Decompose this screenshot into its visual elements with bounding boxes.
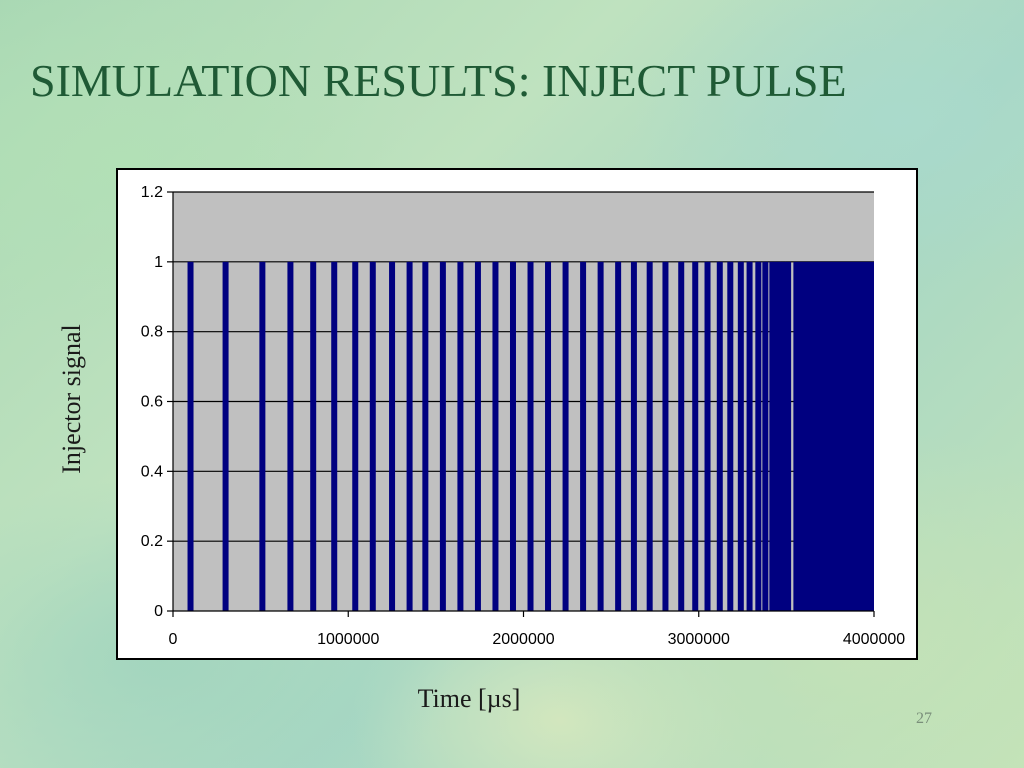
pulse-bar (222, 261, 229, 611)
slide-title: SIMULATION RESULTS: INJECT PULSE (30, 55, 847, 106)
x-tick-label: 0 (169, 631, 178, 648)
pulse-bar (474, 261, 481, 611)
pulse-bar (646, 261, 653, 611)
injection-pulse-chart: 0 0.2 0.4 0.6 0.8 1 1.2 0 1000000 2000000 3000000 4… (141, 184, 905, 648)
x-tick-label: 1000000 (317, 631, 379, 648)
pulse-bar (746, 261, 753, 611)
y-tick-label: 0.4 (141, 463, 163, 480)
pulse-bar (457, 261, 464, 611)
pulse-bar (545, 261, 552, 611)
pulse-bar (527, 261, 534, 611)
pulse-bar (737, 261, 744, 611)
y-axis-label: Injector signal (57, 324, 86, 474)
pulse-bar (310, 261, 317, 611)
pulse-bar (492, 261, 499, 611)
y-tick-label: 1 (154, 254, 163, 271)
pulse-bar (352, 261, 359, 611)
pulse-bar (187, 261, 194, 611)
pulse-bar (704, 261, 711, 611)
pulse-bar (580, 261, 587, 611)
pulse-bar (615, 261, 622, 611)
pulse-bar (785, 261, 792, 611)
pulse-bar (727, 261, 734, 611)
pulse-bar (716, 261, 723, 611)
pulse-bar (331, 261, 338, 611)
pulse-bar (662, 261, 669, 611)
pulse-bar (422, 261, 429, 611)
pulse-block (793, 261, 874, 611)
pulse-bar (389, 261, 396, 611)
pulse-bar (692, 261, 699, 611)
pulse-bar (369, 261, 376, 611)
pulse-bar (597, 261, 604, 611)
pulse-bar (509, 261, 516, 611)
pulse-bar (678, 261, 685, 611)
pulse-bar (406, 261, 413, 611)
pulse-bar (774, 261, 781, 611)
pulse-bar (630, 261, 637, 611)
pulse-bar (439, 261, 446, 611)
x-tick-label: 4000000 (843, 631, 905, 648)
y-tick-label: 0.6 (141, 394, 163, 411)
pulse-bar (259, 261, 266, 611)
x-axis-label: Time [µs] (417, 684, 521, 713)
x-tick-label: 2000000 (492, 631, 554, 648)
y-tick-label: 0.2 (141, 533, 163, 550)
y-tick-label: 0.8 (141, 324, 163, 341)
pulse-bar (755, 261, 762, 611)
pulse-bar (779, 261, 786, 611)
y-tick-label: 0 (154, 603, 163, 620)
pulse-bar (287, 261, 294, 611)
x-tick-label: 3000000 (668, 631, 730, 648)
chart-panel: 0 0.2 0.4 0.6 0.8 1 1.2 0 1000000 2000000 3000000 4… (116, 168, 918, 660)
pulse-bar (762, 261, 769, 611)
y-tick-label: 1.2 (141, 184, 163, 201)
pulse-bar (562, 261, 569, 611)
page-number: 27 (916, 710, 932, 727)
pulse-bar (769, 261, 776, 611)
